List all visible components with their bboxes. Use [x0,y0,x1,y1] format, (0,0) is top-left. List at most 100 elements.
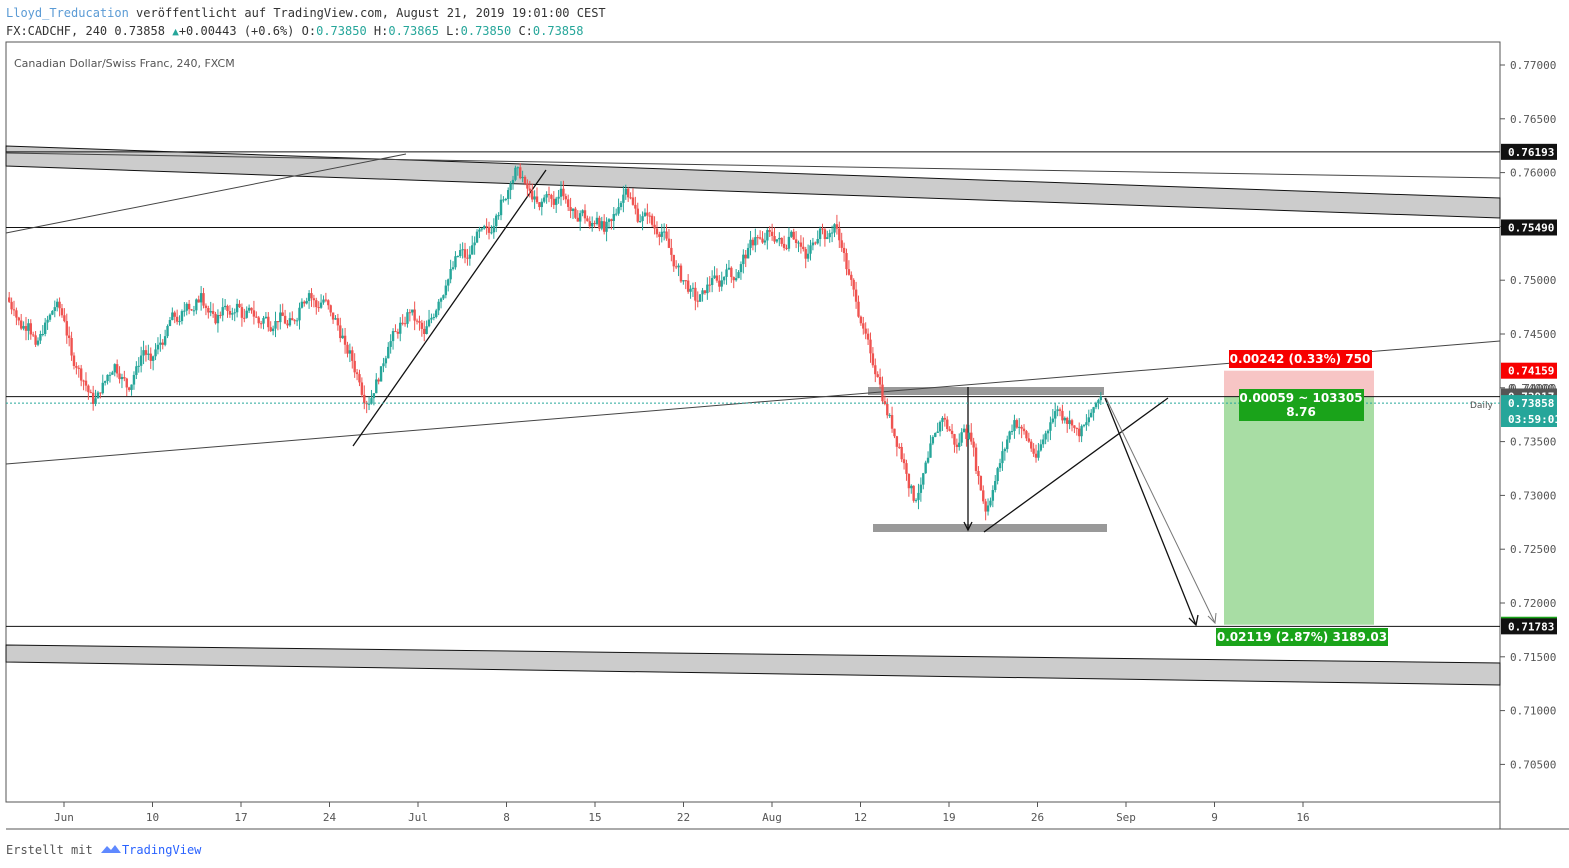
candle-body [905,463,908,474]
candle-body [63,315,66,322]
candle-body [1030,441,1033,449]
candle-body [643,212,647,217]
candle-body [701,290,704,295]
candle-body [562,188,565,197]
candle-body [780,237,783,244]
price-tag: 0.74159 [1501,362,1557,379]
projection-arrow-black[interactable] [1104,397,1197,626]
candle-body [1090,412,1093,418]
candle-body [538,202,541,208]
risk-reward-label: 0.00059 ~ 103305 8.76 [1239,389,1364,421]
published-text: veröffentlicht auf TradingView.com, Augu… [128,6,606,20]
time-tick-label: 26 [1031,811,1044,824]
candle-body [413,309,416,321]
candle-body [255,316,258,318]
time-tick-label: 8 [503,811,510,824]
candle-body [600,221,603,229]
candle-body [828,233,831,238]
candle-body [151,356,155,361]
candle-body [99,392,102,394]
rally-trend-line[interactable] [352,169,547,447]
candle-body [427,319,431,327]
candle-body [773,236,776,242]
candle-body [739,264,743,273]
candle-body [113,364,116,373]
time-tick-label: 24 [323,811,337,824]
time-tick-label: 19 [942,811,955,824]
candle-body [449,268,452,280]
candle-body [1018,426,1021,428]
candle-body [511,179,515,184]
candle-body [727,267,731,270]
candle-body [1087,417,1091,423]
interval-label: Daily [1470,401,1493,411]
candle-body [763,240,767,243]
take-profit-zone[interactable] [1224,396,1374,625]
candle-body [257,317,260,324]
tradingview-brand[interactable]: TradingView [121,843,202,857]
candle-body [612,214,615,222]
trend-line-upper-left[interactable] [5,153,407,234]
candle-body [106,374,109,382]
candle-body [137,365,140,367]
candle-body [118,373,121,380]
candle-body [785,247,788,249]
candle-body [883,401,887,404]
candle-body [94,398,97,404]
candle-body [696,300,699,302]
trend-line-upper-right[interactable] [5,152,1501,179]
candle-body [519,167,522,179]
candle-body [34,335,37,345]
candle-body [276,321,280,323]
candle-body [682,280,685,282]
candle-body [447,279,450,286]
candle-body [29,323,32,335]
candle-body [754,237,757,246]
candle-body [456,256,460,258]
candle-body [1046,430,1050,434]
projection-arrow-gray[interactable] [1105,397,1216,624]
candle-body [581,210,584,214]
candle-body [1082,425,1086,427]
time-axis[interactable]: Jun 10 17 24 Jul 8 15 22 Aug 12 19 26 Sep 9 16 [54,802,1310,824]
price-tick-label: 0.76000 [1510,167,1556,180]
low-label: L: [446,24,461,38]
candle-body [626,188,630,198]
candle-body [454,256,457,268]
candle-body [826,237,829,240]
candle-body [1070,420,1074,426]
candle-body [898,446,901,448]
candle-body [1013,420,1016,432]
candle-body [245,310,248,318]
candle-body [281,312,284,316]
candle-body [991,490,995,501]
candle-body [965,428,968,440]
candle-body [938,421,942,432]
open-value: 0.73850 [316,24,367,38]
candle-body [602,221,606,232]
candle-body [866,333,870,340]
candle-body [744,254,747,259]
candle-body [264,316,268,319]
candle-body [638,221,642,223]
candle-body [900,446,903,460]
arrow-down-icon [963,521,973,532]
author-link[interactable]: Lloyd_Treducation [6,6,129,20]
candle-body [569,207,572,212]
ascending-triangle-line[interactable] [983,397,1169,533]
created-with-text: Erstellt mit [6,843,93,857]
candle-body [557,196,560,199]
price-tag: 03:59:01 [1501,411,1561,428]
candle-body [279,312,282,323]
candle-body [924,462,927,474]
candle-body [228,311,232,315]
candle-body [89,392,92,394]
candle-body [588,221,591,227]
candle-body [814,242,817,244]
candle-body [478,229,481,232]
candle-body [662,231,666,233]
candle-body [559,188,563,197]
price-tags: 0.761930.754900.741590.740000.739180.739… [1501,143,1561,635]
candle-body [641,216,644,222]
